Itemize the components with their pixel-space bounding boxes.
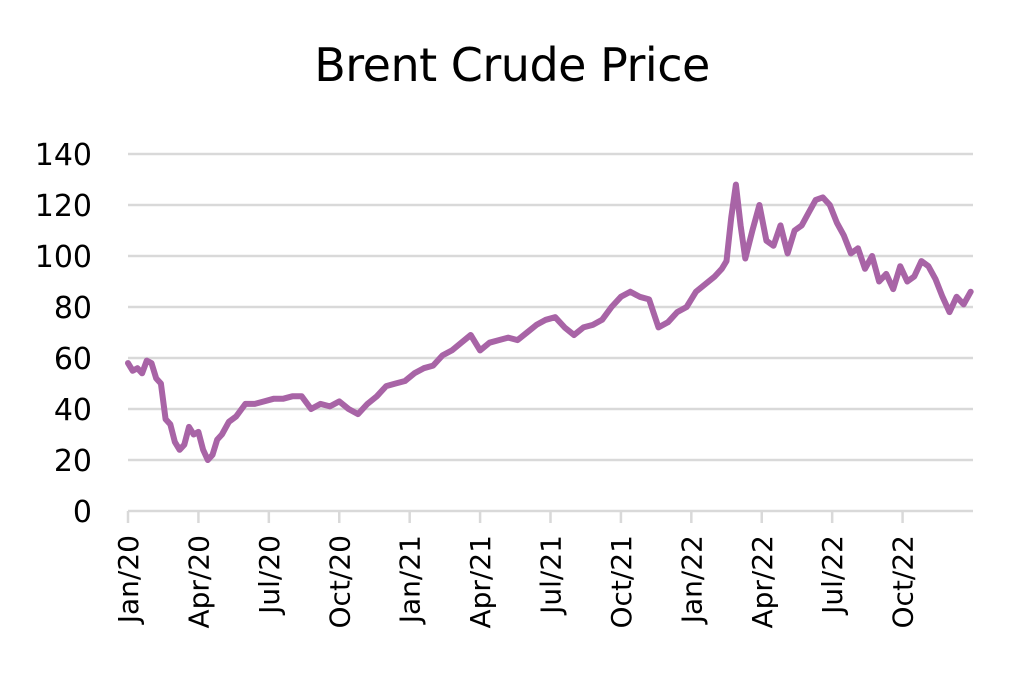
y-tick-label: 100 <box>35 240 92 275</box>
x-tick-label: Jan/22 <box>675 535 708 625</box>
x-tick-label: Apr/21 <box>464 535 497 629</box>
y-tick-label: 60 <box>54 342 92 377</box>
x-axis <box>126 509 973 523</box>
x-tick-label: Jul/22 <box>816 535 849 616</box>
y-tick-label: 0 <box>73 495 92 530</box>
y-axis-ticks: 0 20 40 60 80 100 120 140 <box>35 138 92 530</box>
x-tick-label: Jul/21 <box>535 535 568 616</box>
x-tick-label: Jul/20 <box>253 535 286 616</box>
x-tick-label: Oct/20 <box>323 535 356 628</box>
x-tick-label: Jan/21 <box>394 535 427 625</box>
x-tick-label: Jan/20 <box>112 535 145 625</box>
y-tick-label: 120 <box>35 189 92 224</box>
x-tick-label: Apr/22 <box>746 535 779 629</box>
x-tick-label: Oct/21 <box>605 535 638 628</box>
y-tick-label: 20 <box>54 444 92 479</box>
x-tick-label: Apr/20 <box>182 535 215 629</box>
x-tick-label: Oct/22 <box>887 535 920 628</box>
x-axis-ticks: Jan/20 Apr/20 Jul/20 Oct/20 Jan/21 Apr/21 Jul/… <box>112 535 920 629</box>
gridlines <box>128 152 973 462</box>
price-line <box>125 181 974 463</box>
y-tick-label: 140 <box>35 138 92 173</box>
chart-title: Brent Crude Price <box>314 38 710 92</box>
y-tick-label: 40 <box>54 393 92 428</box>
y-tick-label: 80 <box>54 291 92 326</box>
